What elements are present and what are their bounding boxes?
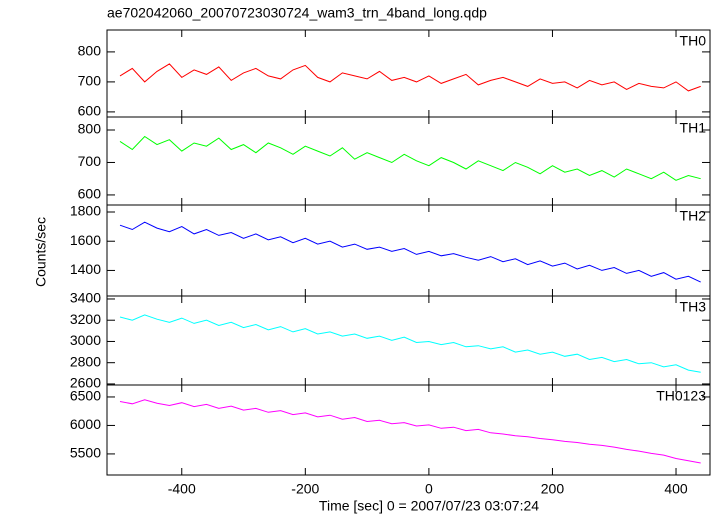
x-tick-label: -400 [168, 481, 196, 497]
y-tick-label: 700 [78, 153, 102, 169]
x-tick-label: 400 [664, 481, 688, 497]
panel-frame [106, 384, 711, 476]
data-line [119, 221, 701, 283]
y-tick-label: 6000 [70, 416, 101, 432]
series-label: TH2 [680, 208, 707, 224]
data-line [119, 399, 701, 464]
data-line [119, 314, 701, 373]
y-tick-label: 700 [78, 73, 102, 89]
y-tick-label: 1800 [70, 203, 101, 219]
y-tick-label: 3200 [70, 311, 101, 327]
y-tick-label: 1600 [70, 232, 101, 248]
panel-frame [106, 29, 711, 118]
x-tick-label: -200 [291, 481, 319, 497]
y-tick-label: 2600 [70, 375, 101, 391]
series-label: TH0123 [656, 388, 706, 404]
y-tick-label: 5500 [70, 445, 101, 461]
y-tick-label: 1400 [70, 261, 101, 277]
x-axis-label: Time [sec] 0 = 2007/07/23 03:07:24 [319, 498, 539, 514]
y-tick-label: 2800 [70, 353, 101, 369]
series-label: TH0 [680, 33, 707, 49]
y-axis-label: Counts/sec [33, 217, 49, 287]
y-tick-label: 600 [78, 186, 102, 202]
series-label: TH3 [680, 299, 707, 315]
y-tick-label: 600 [78, 103, 102, 119]
series-label: TH1 [680, 120, 707, 136]
x-tick-label: 200 [541, 481, 565, 497]
y-tick-label: 3400 [70, 290, 101, 306]
y-tick-label: 6500 [70, 388, 101, 404]
chart-title: ae702042060_20070723030724_wam3_trn_4ban… [107, 5, 487, 21]
y-tick-label: 800 [78, 43, 102, 59]
data-line [119, 63, 701, 92]
y-tick-label: 800 [78, 121, 102, 137]
data-line [119, 135, 701, 181]
panel-frame [106, 116, 711, 206]
x-tick-label: 0 [425, 481, 433, 497]
y-tick-label: 3000 [70, 332, 101, 348]
panel-frame [106, 295, 711, 386]
